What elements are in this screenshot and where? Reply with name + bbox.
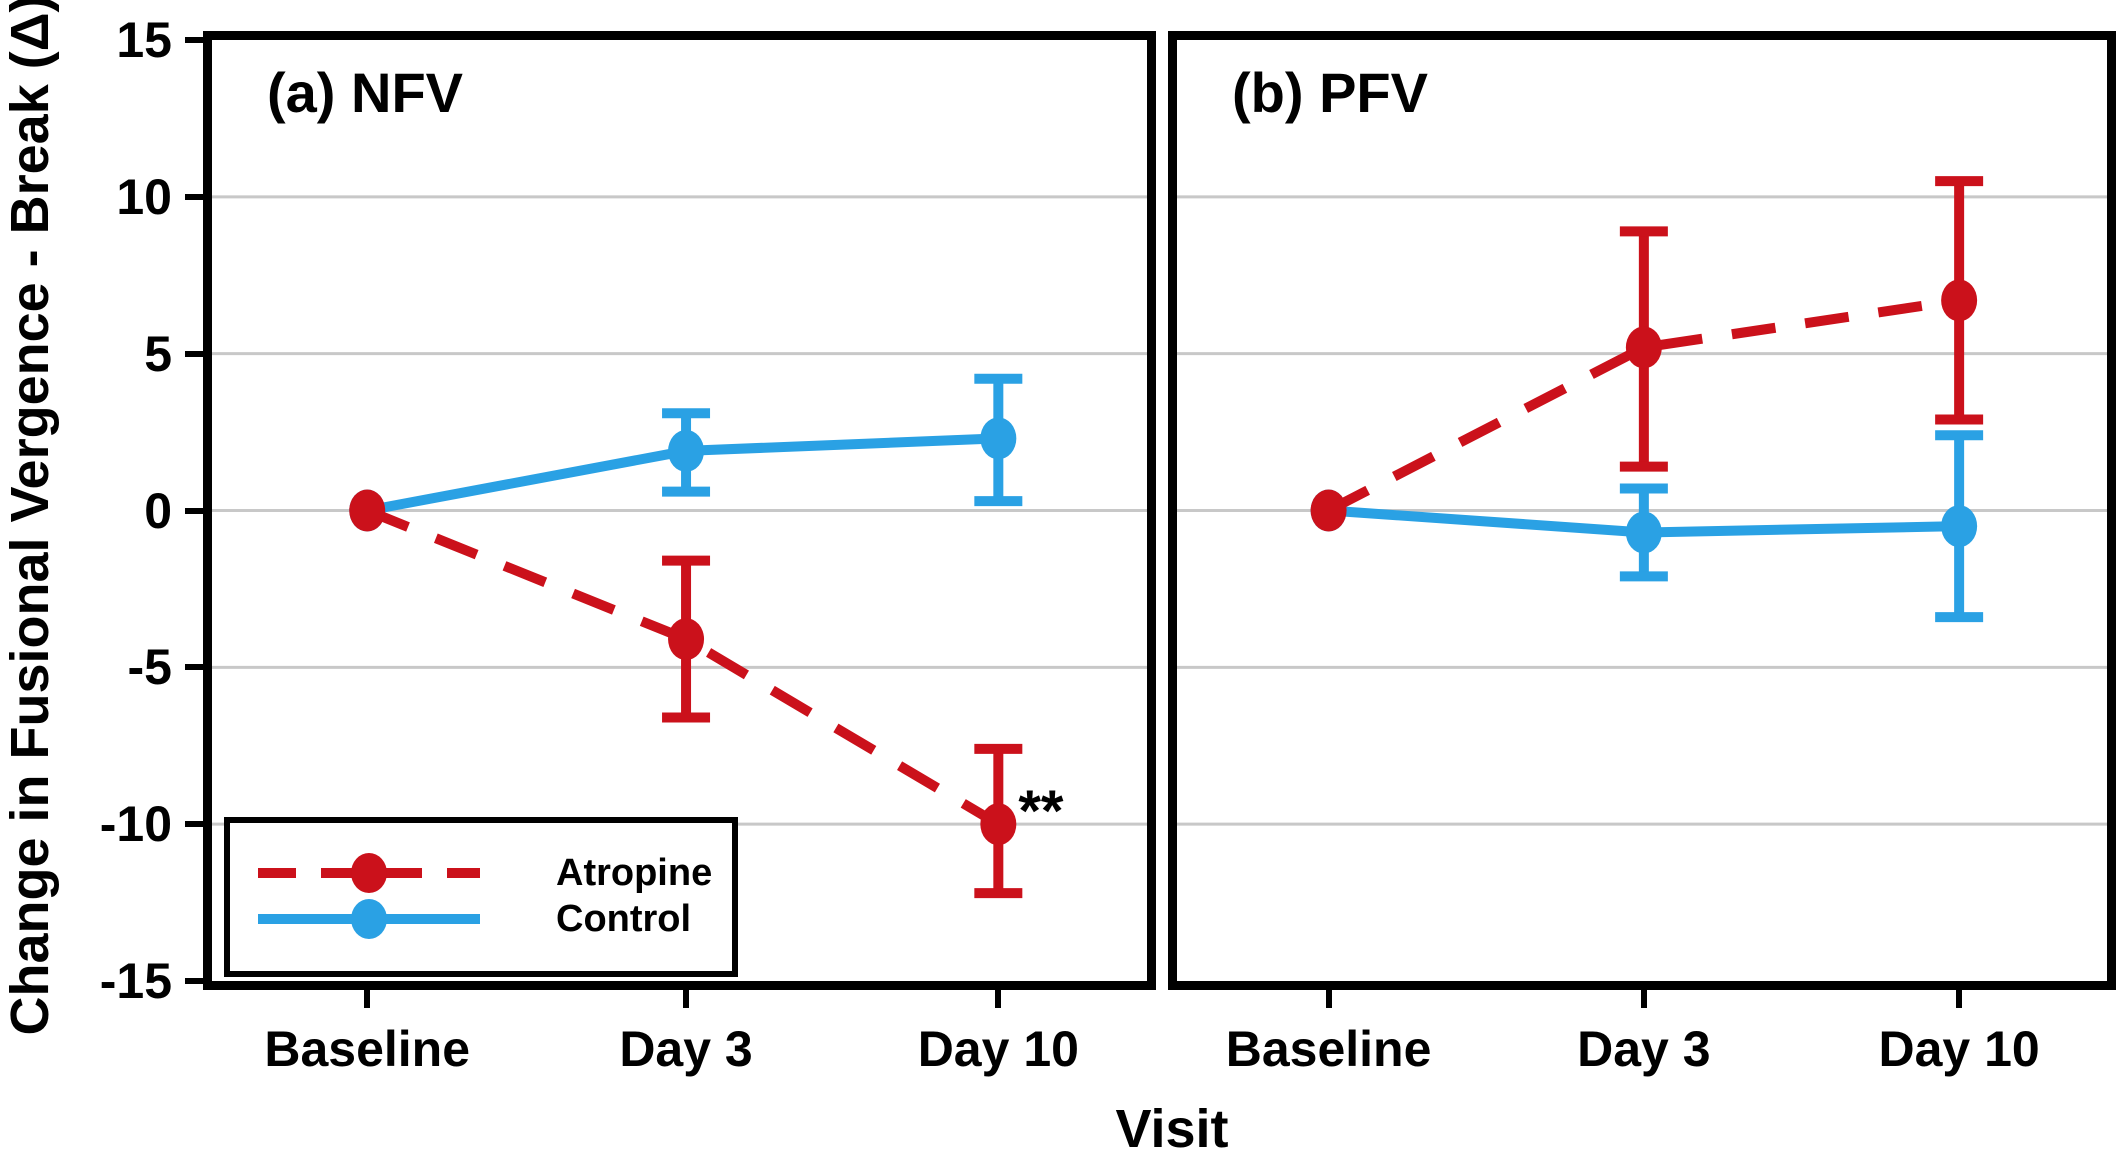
legend-marker [351,899,387,939]
atropine-marker [668,618,705,661]
plot-area: ** (a) NFV Atropine Control [212,40,1147,981]
legend-item-atropine: Atropine [244,850,732,896]
atropine-marker [349,489,386,532]
atropine-line [365,505,1001,829]
y-tick-label: -15 [99,953,172,1009]
atropine-marker [1941,279,1978,322]
panel-label: (b) PFV [1232,61,1428,124]
x-tick-label: Baseline [264,1021,471,1077]
legend-swatch-atropine-icon [258,853,480,893]
legend-swatch-control-icon [258,899,480,939]
y-tick-label: 5 [144,325,172,382]
x-axis-title: Visit [1115,1099,1229,1159]
y-tick [185,664,203,671]
x-tick [1640,990,1647,1008]
x-tick-label: Baseline [1225,1021,1432,1077]
y-tick-label: 0 [144,482,172,539]
y-tick-label: 15 [116,12,172,68]
control-marker [980,417,1017,460]
x-tick [995,990,1002,1008]
y-tick-label: 10 [116,168,172,225]
panel-label: (a) NFV [267,61,463,124]
legend: Atropine Control [224,817,738,977]
y-tick-label: -10 [99,796,172,853]
atropine-marker [1625,326,1662,369]
control-marker [1941,505,1978,548]
legend-label: Atropine [556,851,713,894]
significance-marker: ** [1018,779,1064,845]
y-tick [185,193,203,200]
x-tick-label: Day 3 [619,1021,753,1077]
plot-svg [212,195,1147,899]
y-tick-label: -5 [127,639,172,696]
control-marker [668,429,705,472]
x-tick [364,990,371,1008]
x-tick-label: Day 10 [917,1021,1079,1077]
x-tick-label: Day 10 [1878,1021,2040,1077]
x-tick [1325,990,1332,1008]
legend-label: Control [556,897,692,940]
x-tick-label: Day 3 [1577,1021,1711,1077]
y-tick [185,821,203,828]
x-tick [1956,990,1963,1008]
atropine-marker [980,803,1017,846]
plot-svg [1177,176,2107,826]
legend-marker [351,853,387,893]
atropine-marker [1310,489,1347,532]
y-tick [185,350,203,357]
y-tick [185,978,203,984]
panel-a: ** (a) NFV Atropine Control [203,31,1156,990]
y-tick [185,37,203,43]
control-marker [1625,511,1662,554]
panel-b: (b) PFV [1168,31,2116,990]
plot-area: (b) PFV [1177,40,2107,981]
y-tick [185,507,203,514]
x-tick [683,990,690,1008]
legend-item-control: Control [244,896,732,942]
